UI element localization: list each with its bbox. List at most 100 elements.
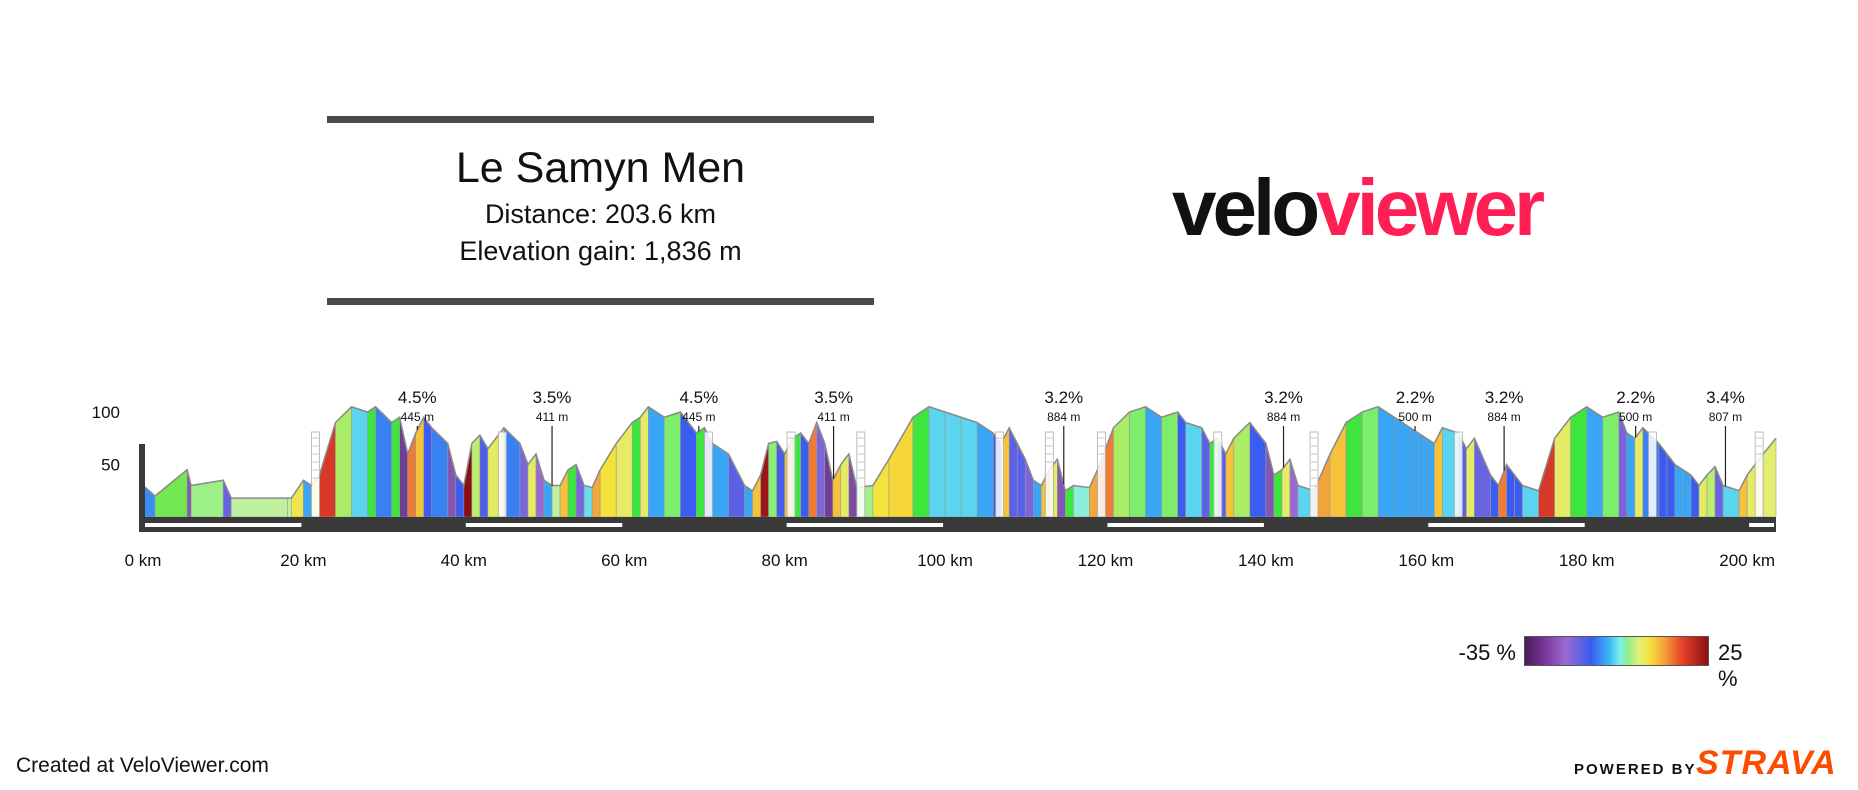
climb-length-label: 445 m: [401, 410, 434, 424]
logo-viewer-text: viewer: [1316, 163, 1545, 252]
profile-segment: [1474, 438, 1491, 518]
profile-segment: [816, 422, 826, 518]
profile-segment: [768, 441, 777, 518]
profile-segment: [1377, 406, 1395, 518]
y-tick-label: 50: [101, 456, 120, 475]
cobbled-sector-marker: [1754, 431, 1764, 518]
profile-segment: [1073, 485, 1090, 518]
climb-length-label: 807 m: [1709, 410, 1742, 424]
profile-segment: [1554, 416, 1571, 518]
climb-length-label: 500 m: [1398, 410, 1431, 424]
profile-segment: [1265, 443, 1275, 518]
profile-segment: [696, 427, 705, 518]
title-panel: Le Samyn Men Distance: 203.6 km Elevatio…: [327, 116, 874, 306]
profile-segment: [591, 469, 601, 518]
profile-segment: [1674, 463, 1684, 518]
distance-band-stripe: [1749, 523, 1774, 527]
profile-segment: [335, 406, 352, 518]
profile-segment: [631, 416, 641, 518]
distance-band-stripe: [465, 523, 623, 527]
profile-segment: [1682, 469, 1692, 518]
climb-length-label: 411 m: [817, 410, 849, 424]
profile-segment: [1602, 411, 1620, 518]
profile-segment: [222, 480, 232, 518]
x-tick-label: 60 km: [601, 551, 647, 570]
profile-segment: [230, 497, 288, 518]
profile-segment: [319, 422, 336, 518]
veloviewer-logo: veloviewer: [1172, 168, 1545, 248]
profile-segment: [1113, 411, 1130, 518]
distance-band-stripe: [786, 523, 944, 527]
title-rule-bottom: [327, 298, 874, 305]
profile-segment: [760, 443, 769, 518]
profile-segment: [1762, 437, 1777, 518]
climb-grade-label: 3.5%: [533, 388, 572, 407]
profile-segment: [567, 463, 577, 518]
created-at-credit: Created at VeloViewer.com: [16, 754, 269, 777]
profile-segment: [928, 406, 946, 518]
profile-segment: [639, 405, 649, 518]
powered-by-label: POWERED BY: [1574, 761, 1697, 778]
profile-segment: [375, 406, 392, 518]
y-axis-bar: [139, 444, 145, 532]
climb-length-label: 445 m: [682, 410, 715, 424]
x-tick-label: 140 km: [1238, 551, 1294, 570]
profile-segment: [800, 432, 810, 518]
profile-segment: [960, 416, 978, 518]
profile-segment: [471, 434, 481, 518]
profile-segment: [1570, 406, 1588, 518]
profile-segment: [1626, 432, 1636, 518]
profile-segment: [1289, 459, 1299, 518]
profile-segment: [1345, 411, 1363, 518]
profile-segment: [976, 421, 994, 518]
cobbled-sector-marker: [1309, 431, 1319, 518]
profile-segment: [391, 416, 400, 518]
climb-grade-label: 3.5%: [814, 388, 853, 407]
distance-band-stripe: [145, 523, 302, 527]
profile-segment: [664, 411, 681, 518]
profile-segment: [1032, 479, 1042, 518]
distance-band-stripe: [1428, 523, 1585, 527]
profile-segment: [712, 442, 729, 518]
profile-segment: [912, 406, 930, 518]
x-tick-label: 160 km: [1398, 551, 1454, 570]
profile-segment: [1185, 422, 1203, 518]
profile-segment: [1393, 416, 1411, 518]
x-tick-label: 80 km: [762, 551, 808, 570]
legend-min-label: -35 %: [1458, 640, 1516, 665]
elevation-gain-label: Elevation gain: 1,836 m: [459, 236, 742, 266]
profile-segment: [824, 443, 834, 518]
profile-segment: [680, 411, 697, 518]
climb-length-label: 500 m: [1619, 410, 1652, 424]
profile-segment: [1426, 437, 1435, 518]
profile-segment: [1016, 443, 1026, 518]
x-tick-label: 100 km: [917, 551, 973, 570]
profile-segment: [190, 479, 224, 518]
climb-length-label: 884 m: [1047, 410, 1080, 424]
profile-segment: [351, 406, 368, 518]
profile-segment: [1658, 442, 1668, 518]
gradient-color-scale: [1524, 636, 1709, 666]
x-tick-label: 200 km: [1719, 551, 1775, 570]
cobbled-sector-marker: [497, 431, 507, 518]
cobbled-sector-marker: [856, 431, 866, 518]
profile-segment: [599, 442, 617, 518]
profile-segment: [728, 453, 745, 518]
profile-segment: [303, 479, 312, 518]
cobbled-sector-marker: [1453, 431, 1463, 518]
cobbled-sector-marker: [310, 431, 320, 518]
climb-length-label: 411 m: [536, 410, 568, 424]
page-title: Le Samyn Men: [455, 144, 746, 192]
profile-segment: [551, 485, 561, 518]
profile-segment: [367, 406, 376, 518]
profile-segment: [423, 416, 433, 518]
profile-segment: [615, 421, 633, 518]
profile-segment: [808, 422, 818, 518]
logo-velo-text: velo: [1172, 163, 1320, 252]
cobbled-sector-marker: [1213, 431, 1223, 518]
climb-grade-label: 4.5%: [398, 388, 437, 407]
climb-grade-label: 2.2%: [1396, 388, 1435, 407]
profile-segment: [291, 479, 304, 518]
profile-segment: [1361, 406, 1379, 518]
